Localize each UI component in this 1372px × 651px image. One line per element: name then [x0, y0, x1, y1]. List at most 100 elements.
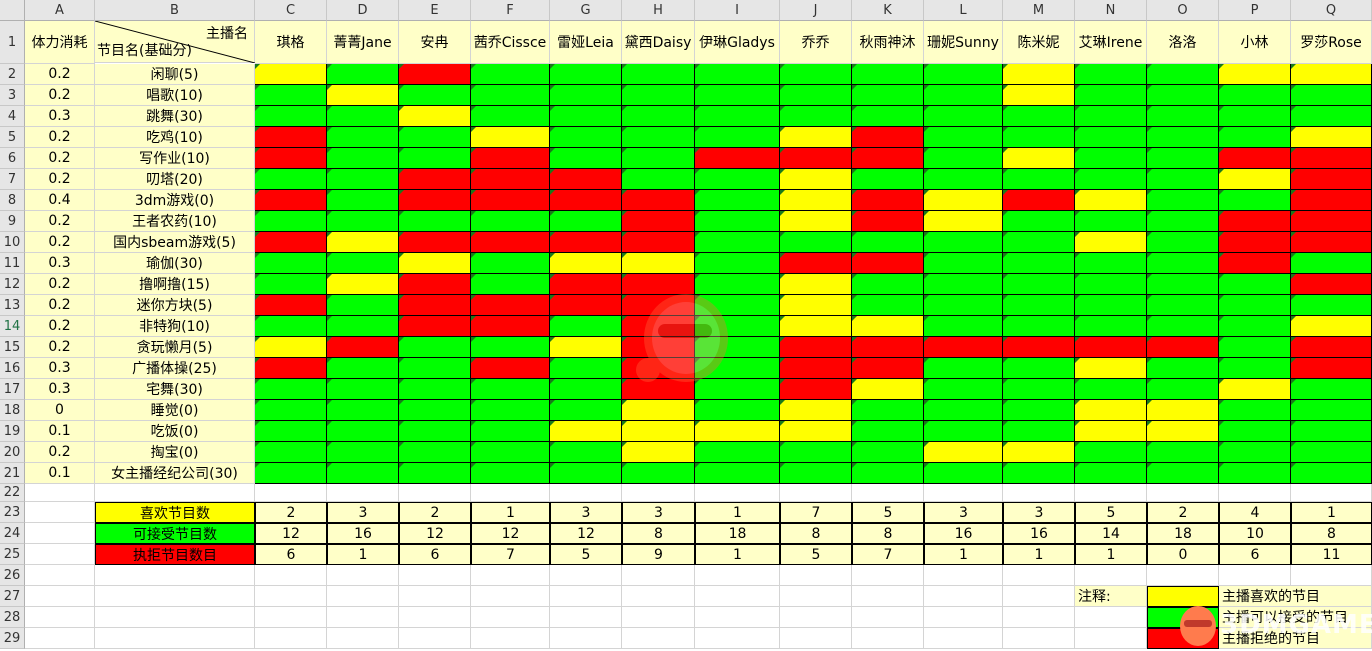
status-cell-accept[interactable]	[1147, 190, 1219, 211]
empty-cell[interactable]	[780, 484, 852, 502]
status-cell-accept[interactable]	[550, 379, 622, 400]
column-header-c[interactable]: C	[255, 0, 327, 21]
streamer-name-cell[interactable]: 伊琳Gladys	[695, 21, 780, 64]
status-cell-accept[interactable]	[550, 127, 622, 148]
empty-cell[interactable]	[327, 565, 399, 586]
status-cell-accept[interactable]	[255, 85, 327, 106]
status-cell-accept[interactable]	[1003, 295, 1075, 316]
status-cell-accept[interactable]	[327, 253, 399, 274]
status-cell-accept[interactable]	[924, 316, 1003, 337]
column-header-k[interactable]: K	[852, 0, 924, 21]
status-cell-accept[interactable]	[695, 316, 780, 337]
column-header-l[interactable]: L	[924, 0, 1003, 21]
accept-count-cell[interactable]: 12	[471, 523, 550, 544]
status-cell-like[interactable]	[924, 211, 1003, 232]
like-count-cell[interactable]: 3	[924, 502, 1003, 523]
status-cell-accept[interactable]	[255, 421, 327, 442]
accept-count-cell[interactable]: 14	[1075, 523, 1147, 544]
program-name-cell[interactable]: 3dm游戏(0)	[95, 190, 255, 211]
accept-count-cell[interactable]: 10	[1219, 523, 1291, 544]
status-cell-accept[interactable]	[1003, 421, 1075, 442]
empty-cell[interactable]	[622, 628, 695, 649]
empty-cell[interactable]	[550, 586, 622, 607]
status-cell-accept[interactable]	[255, 379, 327, 400]
status-cell-accept[interactable]	[471, 211, 550, 232]
row-header-20[interactable]: 20	[0, 442, 25, 463]
status-cell-accept[interactable]	[399, 85, 471, 106]
row-header-16[interactable]: 16	[0, 358, 25, 379]
status-cell-refuse[interactable]	[255, 190, 327, 211]
status-cell-refuse[interactable]	[622, 190, 695, 211]
status-cell-accept[interactable]	[1291, 421, 1372, 442]
status-cell-accept[interactable]	[399, 358, 471, 379]
row-header-19[interactable]: 19	[0, 421, 25, 442]
row-header-13[interactable]: 13	[0, 295, 25, 316]
status-cell-refuse[interactable]	[622, 316, 695, 337]
status-cell-accept[interactable]	[924, 295, 1003, 316]
row-header-22[interactable]: 22	[0, 484, 25, 502]
empty-cell[interactable]	[1291, 484, 1372, 502]
status-cell-accept[interactable]	[1075, 463, 1147, 484]
status-cell-like[interactable]	[695, 421, 780, 442]
column-header-b[interactable]: B	[95, 0, 255, 21]
empty-cell[interactable]	[1003, 628, 1075, 649]
row-header-17[interactable]: 17	[0, 379, 25, 400]
status-cell-refuse[interactable]	[399, 64, 471, 85]
empty-cell[interactable]	[25, 502, 95, 523]
empty-cell[interactable]	[852, 607, 924, 628]
empty-cell[interactable]	[924, 586, 1003, 607]
status-cell-accept[interactable]	[1219, 400, 1291, 421]
row-header-21[interactable]: 21	[0, 463, 25, 484]
empty-cell[interactable]	[327, 607, 399, 628]
status-cell-accept[interactable]	[1003, 211, 1075, 232]
status-cell-like[interactable]	[327, 274, 399, 295]
empty-cell[interactable]	[852, 628, 924, 649]
status-cell-accept[interactable]	[550, 85, 622, 106]
like-count-label[interactable]: 喜欢节目数	[95, 502, 255, 523]
empty-cell[interactable]	[399, 565, 471, 586]
row-header-5[interactable]: 5	[0, 127, 25, 148]
status-cell-accept[interactable]	[1147, 85, 1219, 106]
status-cell-accept[interactable]	[550, 106, 622, 127]
status-cell-accept[interactable]	[399, 148, 471, 169]
diagonal-header-cell[interactable]: 主播名 节目名(基础分)	[95, 21, 255, 63]
status-cell-accept[interactable]	[1003, 253, 1075, 274]
status-cell-accept[interactable]	[924, 232, 1003, 253]
status-cell-like[interactable]	[1075, 190, 1147, 211]
status-cell-accept[interactable]	[695, 337, 780, 358]
status-cell-accept[interactable]	[695, 127, 780, 148]
status-cell-accept[interactable]	[622, 148, 695, 169]
empty-cell[interactable]	[780, 586, 852, 607]
program-name-cell[interactable]: 吃鸡(10)	[95, 127, 255, 148]
streamer-name-cell[interactable]: 菁菁Jane	[327, 21, 399, 64]
status-cell-refuse[interactable]	[852, 253, 924, 274]
empty-cell[interactable]	[95, 565, 255, 586]
stamina-cell[interactable]: 0	[25, 400, 95, 421]
status-cell-accept[interactable]	[327, 379, 399, 400]
empty-cell[interactable]	[852, 484, 924, 502]
status-cell-accept[interactable]	[924, 421, 1003, 442]
status-cell-accept[interactable]	[471, 463, 550, 484]
status-cell-accept[interactable]	[1291, 379, 1372, 400]
empty-cell[interactable]	[255, 628, 327, 649]
status-cell-refuse[interactable]	[852, 190, 924, 211]
status-cell-like[interactable]	[852, 379, 924, 400]
empty-cell[interactable]	[95, 628, 255, 649]
column-header-p[interactable]: P	[1219, 0, 1291, 21]
program-name-cell[interactable]: 跳舞(30)	[95, 106, 255, 127]
program-name-cell[interactable]: 唱歌(10)	[95, 85, 255, 106]
status-cell-accept[interactable]	[255, 274, 327, 295]
status-cell-accept[interactable]	[695, 400, 780, 421]
status-cell-accept[interactable]	[1147, 64, 1219, 85]
refuse-count-cell[interactable]: 1	[695, 544, 780, 565]
status-cell-like[interactable]	[1075, 232, 1147, 253]
empty-cell[interactable]	[622, 586, 695, 607]
empty-cell[interactable]	[924, 484, 1003, 502]
empty-cell[interactable]	[622, 484, 695, 502]
status-cell-accept[interactable]	[695, 379, 780, 400]
status-cell-accept[interactable]	[924, 379, 1003, 400]
status-cell-like[interactable]	[1003, 85, 1075, 106]
streamer-name-cell[interactable]: 琪格	[255, 21, 327, 64]
empty-cell[interactable]	[1219, 565, 1291, 586]
status-cell-accept[interactable]	[1219, 85, 1291, 106]
